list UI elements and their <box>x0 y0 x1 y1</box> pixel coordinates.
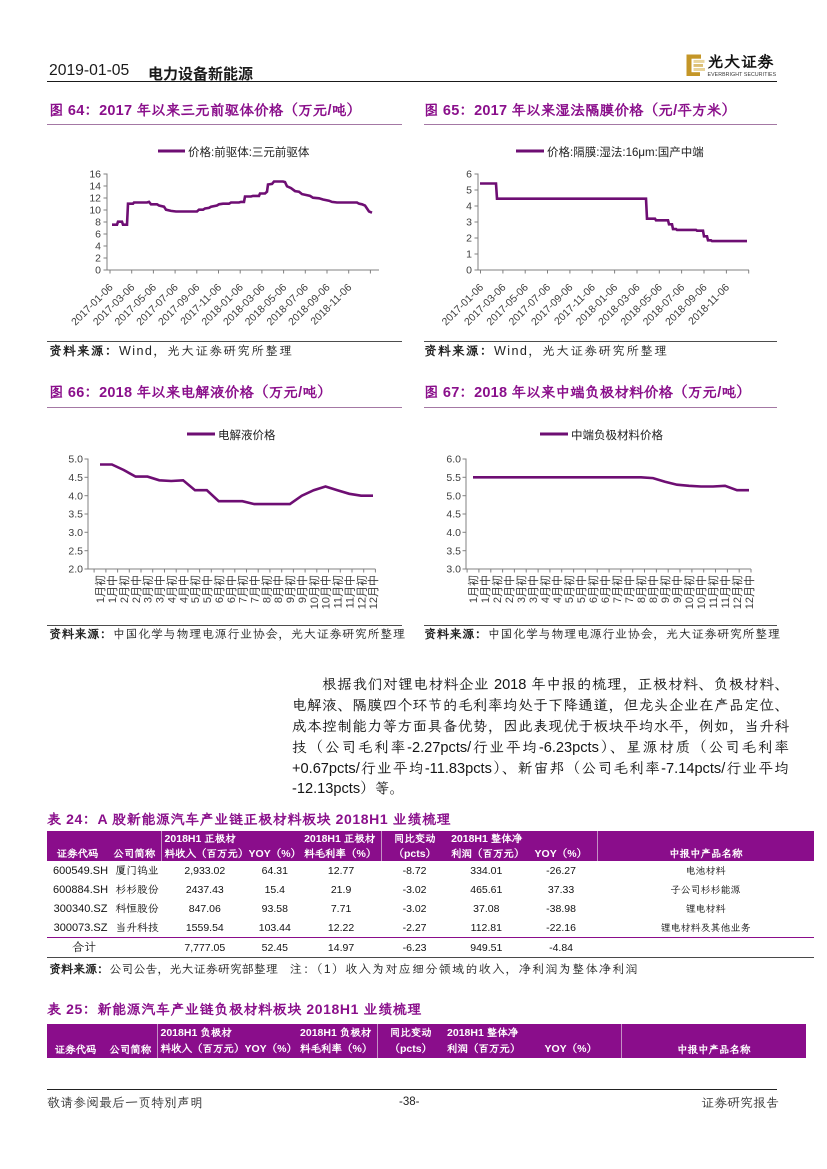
svg-text:12月初: 12月初 <box>354 575 368 609</box>
svg-text:5.0: 5.0 <box>68 454 83 466</box>
svg-text:5月中: 5月中 <box>201 575 214 603</box>
svg-text:11月初: 11月初 <box>706 575 720 608</box>
svg-text:1月中: 1月中 <box>479 575 492 603</box>
svg-text:6: 6 <box>95 229 101 241</box>
svg-text:5: 5 <box>466 185 472 197</box>
svg-text:光大证券: 光大证券 <box>708 53 775 71</box>
svg-text:14: 14 <box>89 181 101 193</box>
svg-text:5.0: 5.0 <box>446 490 461 502</box>
svg-text:9月中: 9月中 <box>296 575 309 603</box>
svg-text:1月初: 1月初 <box>466 575 480 603</box>
svg-text:5月初: 5月初 <box>562 575 576 603</box>
svg-text:价格:隔膜:湿法:16μm:国产中端: 价格:隔膜:湿法:16μm:国产中端 <box>547 145 704 159</box>
svg-text:4.5: 4.5 <box>446 509 461 521</box>
svg-text:4月中: 4月中 <box>177 575 190 603</box>
svg-text:4.0: 4.0 <box>68 490 83 502</box>
svg-text:6.0: 6.0 <box>446 454 461 466</box>
svg-text:5月初: 5月初 <box>188 575 202 603</box>
svg-text:3月初: 3月初 <box>514 575 528 603</box>
svg-text:3.0: 3.0 <box>68 527 83 539</box>
svg-text:8月中: 8月中 <box>272 575 285 603</box>
svg-text:0: 0 <box>95 265 101 277</box>
svg-text:10月初: 10月初 <box>307 575 321 609</box>
svg-text:12月初: 12月初 <box>730 575 744 609</box>
svg-text:价格:前驱体:三元前驱体: 价格:前驱体:三元前驱体 <box>188 145 310 159</box>
svg-text:中端负极材料价格: 中端负极材料价格 <box>571 428 663 442</box>
svg-text:2月初: 2月初 <box>117 575 131 603</box>
svg-text:12: 12 <box>89 193 101 205</box>
svg-text:4: 4 <box>466 201 472 213</box>
svg-text:3: 3 <box>466 217 472 229</box>
svg-text:5.5: 5.5 <box>446 472 461 484</box>
svg-text:3月中: 3月中 <box>154 575 167 603</box>
svg-text:4月初: 4月初 <box>164 575 178 603</box>
svg-text:电解液价格: 电解液价格 <box>218 428 276 442</box>
svg-text:8月初: 8月初 <box>259 575 273 603</box>
svg-text:12月中: 12月中 <box>367 575 380 609</box>
svg-text:6: 6 <box>466 169 472 181</box>
svg-text:2月初: 2月初 <box>490 575 504 603</box>
svg-text:1: 1 <box>466 249 472 261</box>
svg-text:11月中: 11月中 <box>344 575 357 608</box>
svg-text:3.0: 3.0 <box>446 564 461 576</box>
svg-text:9月中: 9月中 <box>671 575 684 603</box>
svg-text:1月中: 1月中 <box>106 575 119 603</box>
svg-text:3.5: 3.5 <box>446 545 461 557</box>
svg-text:4.0: 4.0 <box>446 527 461 539</box>
svg-text:7月中: 7月中 <box>623 575 636 603</box>
svg-text:9月初: 9月初 <box>283 575 297 603</box>
svg-text:4月初: 4月初 <box>538 575 552 603</box>
svg-text:4月中: 4月中 <box>551 575 564 603</box>
svg-text:7月中: 7月中 <box>249 575 262 603</box>
svg-text:6月初: 6月初 <box>212 575 226 603</box>
svg-text:10月中: 10月中 <box>320 575 333 609</box>
svg-text:8月初: 8月初 <box>634 575 648 603</box>
svg-text:8: 8 <box>95 217 101 229</box>
svg-text:2: 2 <box>95 253 101 265</box>
svg-text:6月中: 6月中 <box>599 575 612 603</box>
svg-text:2月中: 2月中 <box>130 575 143 603</box>
svg-text:10月初: 10月初 <box>682 575 696 609</box>
svg-text:6月中: 6月中 <box>225 575 238 603</box>
svg-text:8月中: 8月中 <box>647 575 660 603</box>
svg-text:10月中: 10月中 <box>695 575 708 609</box>
svg-text:2月中: 2月中 <box>503 575 516 603</box>
svg-text:2.5: 2.5 <box>68 545 83 557</box>
svg-text:3月初: 3月初 <box>141 575 155 603</box>
svg-text:12月中: 12月中 <box>743 575 756 609</box>
svg-text:6月初: 6月初 <box>586 575 600 603</box>
svg-text:3.5: 3.5 <box>68 509 83 521</box>
svg-text:5月中: 5月中 <box>575 575 588 603</box>
svg-text:11月初: 11月初 <box>331 575 345 608</box>
svg-text:11月中: 11月中 <box>719 575 732 608</box>
svg-text:1月初: 1月初 <box>93 575 107 603</box>
svg-text:7月初: 7月初 <box>236 575 250 603</box>
svg-text:7月初: 7月初 <box>610 575 624 603</box>
svg-text:4.5: 4.5 <box>68 472 83 484</box>
svg-text:2.0: 2.0 <box>68 564 83 576</box>
svg-text:2: 2 <box>466 233 472 245</box>
svg-text:9月初: 9月初 <box>658 575 672 603</box>
svg-text:16: 16 <box>89 169 101 181</box>
svg-text:10: 10 <box>89 205 101 217</box>
svg-text:3月中: 3月中 <box>527 575 540 603</box>
svg-text:EVERBRIGHT SECURITIES: EVERBRIGHT SECURITIES <box>708 72 777 78</box>
svg-text:4: 4 <box>95 241 101 253</box>
svg-text:0: 0 <box>466 265 472 277</box>
